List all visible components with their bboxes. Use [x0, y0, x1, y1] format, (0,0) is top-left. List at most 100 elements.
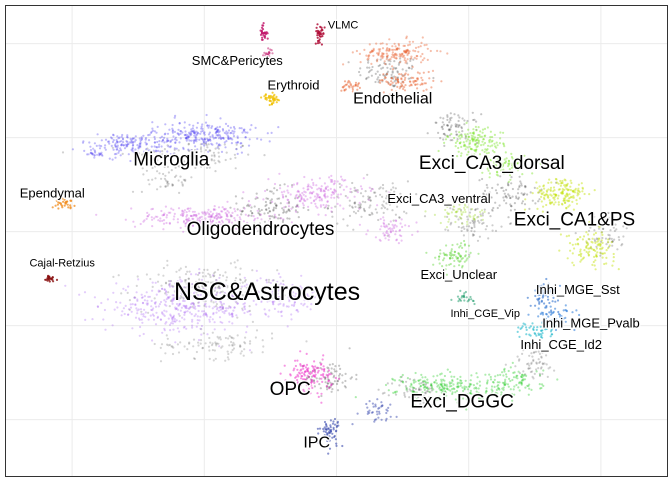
- point: [170, 298, 174, 301]
- point: [460, 152, 463, 155]
- point: [111, 137, 114, 140]
- unlabeled-point: [131, 190, 135, 193]
- point: [457, 252, 460, 255]
- point: [336, 202, 339, 205]
- point: [293, 380, 296, 383]
- point: [232, 223, 235, 226]
- point: [303, 378, 306, 381]
- point: [565, 207, 568, 210]
- unlabeled-point: [138, 152, 141, 155]
- point: [215, 217, 219, 220]
- point: [585, 246, 588, 249]
- unlabeled-point: [269, 201, 272, 204]
- unlabeled-point: [369, 213, 372, 217]
- unlabeled-point: [188, 285, 191, 288]
- point: [319, 205, 323, 208]
- unlabeled-point: [473, 218, 476, 221]
- unlabeled-point: [385, 197, 388, 200]
- point: [229, 306, 232, 309]
- point: [174, 136, 177, 139]
- unlabeled-point: [270, 222, 274, 225]
- point: [370, 411, 374, 414]
- cluster-label: NSC&Astrocytes: [174, 278, 360, 306]
- unlabeled-point: [393, 85, 396, 88]
- unlabeled-point: [181, 156, 184, 159]
- point: [108, 142, 111, 145]
- unlabeled-point: [141, 153, 144, 156]
- point: [104, 148, 107, 151]
- point: [500, 163, 504, 167]
- point: [126, 135, 129, 139]
- point: [482, 138, 485, 141]
- point: [411, 40, 415, 43]
- point: [453, 136, 456, 140]
- point: [328, 430, 331, 434]
- point: [268, 97, 271, 100]
- point: [134, 296, 137, 299]
- unlabeled-point: [599, 254, 602, 257]
- point: [472, 132, 475, 135]
- point: [445, 394, 448, 397]
- point: [254, 293, 257, 296]
- point: [457, 146, 460, 150]
- point: [82, 140, 85, 143]
- point: [162, 213, 165, 217]
- point: [187, 135, 190, 138]
- point: [166, 137, 169, 140]
- point: [274, 97, 277, 100]
- point: [236, 135, 239, 138]
- point: [173, 130, 176, 133]
- unlabeled-point: [620, 215, 623, 218]
- unlabeled-point: [201, 271, 204, 274]
- point: [139, 222, 142, 226]
- point: [392, 378, 395, 381]
- unlabeled-point: [522, 193, 525, 196]
- point: [566, 182, 569, 185]
- point: [216, 130, 219, 133]
- point: [412, 81, 415, 84]
- unlabeled-point: [534, 202, 537, 205]
- point: [326, 195, 329, 198]
- point: [493, 133, 496, 136]
- unlabeled-point: [443, 132, 446, 135]
- unlabeled-point: [253, 222, 256, 225]
- point: [438, 255, 441, 258]
- unlabeled-point: [382, 187, 385, 190]
- point: [100, 145, 103, 148]
- unlabeled-point: [193, 149, 197, 152]
- point: [511, 157, 514, 160]
- unlabeled-point: [195, 280, 198, 283]
- unlabeled-point: [494, 189, 498, 192]
- point: [437, 384, 440, 387]
- point: [417, 379, 420, 382]
- unlabeled-point: [478, 179, 481, 182]
- point: [486, 379, 489, 382]
- point: [200, 130, 203, 133]
- point: [515, 374, 518, 377]
- point: [563, 188, 566, 191]
- unlabeled-point: [215, 294, 218, 297]
- point: [164, 322, 167, 325]
- point: [184, 137, 187, 140]
- unlabeled-point: [230, 336, 234, 339]
- point: [451, 243, 454, 247]
- point: [571, 196, 574, 199]
- unlabeled-point: [404, 385, 407, 388]
- point: [385, 230, 388, 233]
- point: [571, 190, 574, 193]
- point: [295, 204, 298, 208]
- unlabeled-point: [356, 189, 359, 192]
- point: [143, 299, 146, 302]
- point: [249, 128, 252, 131]
- unlabeled-point: [383, 206, 387, 209]
- point: [139, 308, 143, 311]
- unlabeled-point: [338, 374, 341, 377]
- cluster-label: Exci_Unclear: [421, 267, 498, 282]
- point: [432, 263, 435, 266]
- point: [191, 224, 195, 227]
- point: [495, 388, 498, 391]
- point: [443, 394, 447, 397]
- point: [177, 207, 181, 210]
- point: [284, 287, 287, 291]
- point: [563, 197, 567, 200]
